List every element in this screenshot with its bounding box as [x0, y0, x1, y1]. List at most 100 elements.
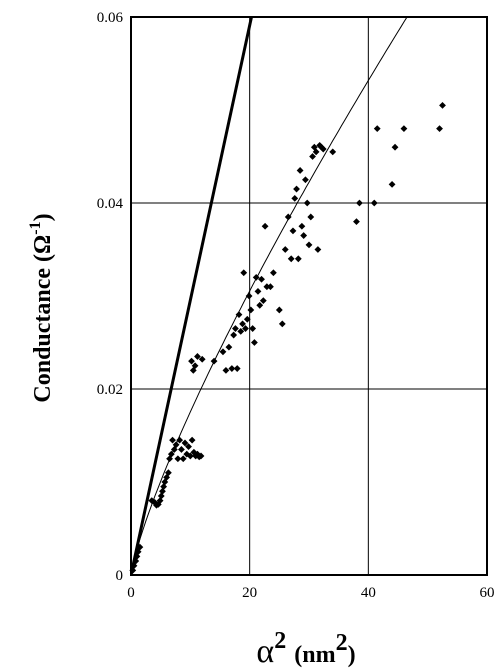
data-point-57 [249, 325, 257, 332]
data-point-14 [161, 478, 169, 486]
x-tick-label-0: 0 [127, 585, 135, 601]
data-point-99 [436, 125, 443, 132]
y-axis-label-omega: Ω [30, 235, 56, 254]
data-point-31 [190, 448, 198, 456]
data-point-65 [263, 283, 271, 291]
data-point-49 [235, 311, 243, 318]
x-tick-label-1: 20 [242, 585, 257, 601]
data-point-50 [237, 327, 245, 335]
data-point-21 [172, 441, 180, 449]
data-point-58 [251, 339, 258, 346]
data-point-97 [391, 143, 399, 151]
data-point-98 [400, 125, 408, 132]
data-point-42 [219, 348, 227, 356]
data-point-51 [239, 320, 246, 328]
data-point-40 [198, 355, 206, 363]
data-point-56 [247, 306, 255, 314]
x-axis-label: α2(nm2) [256, 628, 355, 670]
steep-fit-line [131, 17, 254, 575]
data-points [129, 101, 446, 574]
data-point-44 [225, 343, 233, 351]
data-point-70 [281, 246, 289, 253]
y-axis-label-text: Conductance ( [30, 254, 56, 403]
data-point-60 [254, 287, 262, 295]
data-point-36 [188, 357, 195, 365]
data-point-69 [278, 320, 286, 328]
data-point-61 [256, 301, 264, 309]
data-point-100 [439, 101, 446, 109]
x-axis-label-alpha: α [256, 633, 274, 670]
data-point-64 [261, 222, 269, 230]
data-point-55 [245, 292, 253, 300]
data-point-45 [228, 365, 236, 372]
data-point-9 [154, 500, 162, 508]
data-point-92 [353, 218, 360, 225]
y-axis-label-exponent: -1 [27, 221, 44, 234]
data-point-16 [164, 469, 172, 477]
y-tick-labels: 0 0.02 0.04 0.06 [97, 10, 124, 584]
grid-lines [131, 17, 487, 575]
data-point-80 [302, 176, 309, 184]
data-point-94 [370, 199, 378, 207]
data-point-72 [287, 255, 295, 263]
data-point-96 [388, 181, 396, 188]
y-tick-label-1: 0.02 [97, 382, 123, 398]
data-point-63 [259, 297, 267, 305]
data-point-52 [240, 269, 248, 277]
data-point-54 [243, 315, 251, 323]
x-tick-labels: 0 20 40 60 [127, 585, 494, 601]
data-point-23 [176, 436, 184, 444]
data-point-86 [312, 148, 320, 156]
data-point-24 [178, 446, 185, 453]
data-point-29 [186, 452, 194, 460]
y-tick-label-2: 0.04 [97, 196, 124, 212]
data-point-71 [284, 213, 292, 221]
data-point-13 [160, 483, 168, 491]
data-point-43 [222, 367, 230, 374]
data-point-68 [275, 306, 283, 314]
data-point-18 [167, 450, 175, 458]
data-point-84 [309, 153, 316, 160]
y-tick-label-3: 0.06 [97, 10, 124, 26]
data-point-26 [181, 439, 189, 447]
data-point-35 [197, 452, 205, 460]
data-point-87 [314, 246, 322, 253]
data-point-81 [303, 199, 311, 207]
y-axis-label-close: ) [30, 213, 56, 221]
data-point-73 [289, 227, 297, 235]
data-point-93 [356, 199, 363, 207]
plot-frame [130, 16, 488, 576]
data-point-78 [298, 222, 306, 230]
data-point-83 [307, 213, 315, 221]
x-axis-label-alpha-exponent: 2 [274, 628, 286, 654]
data-point-79 [300, 232, 308, 239]
data-point-91 [329, 148, 337, 156]
y-tick-label-0: 0 [116, 568, 124, 584]
data-point-28 [185, 443, 192, 451]
data-point-4 [134, 548, 142, 556]
data-point-39 [194, 353, 201, 360]
data-point-10 [156, 497, 164, 504]
data-point-75 [293, 185, 300, 193]
series-lines [131, 17, 408, 575]
data-point-77 [296, 167, 304, 174]
data-point-67 [270, 269, 277, 277]
data-point-22 [174, 455, 182, 463]
data-point-82 [305, 241, 313, 249]
data-point-19 [169, 436, 176, 444]
power-fit-curve [131, 17, 408, 575]
data-point-2 [132, 557, 140, 565]
data-point-47 [232, 325, 239, 332]
data-point-76 [294, 255, 302, 263]
data-point-59 [252, 274, 260, 281]
data-point-30 [188, 436, 196, 444]
data-point-48 [233, 365, 241, 372]
y-axis-label: Conductance (Ω-1) [27, 213, 56, 402]
data-point-90 [319, 145, 327, 153]
x-axis-label-close: ) [348, 642, 356, 668]
data-point-88 [316, 141, 324, 149]
x-axis-label-unit-exponent: 2 [336, 630, 348, 656]
data-point-53 [242, 325, 249, 332]
data-point-38 [191, 362, 199, 370]
